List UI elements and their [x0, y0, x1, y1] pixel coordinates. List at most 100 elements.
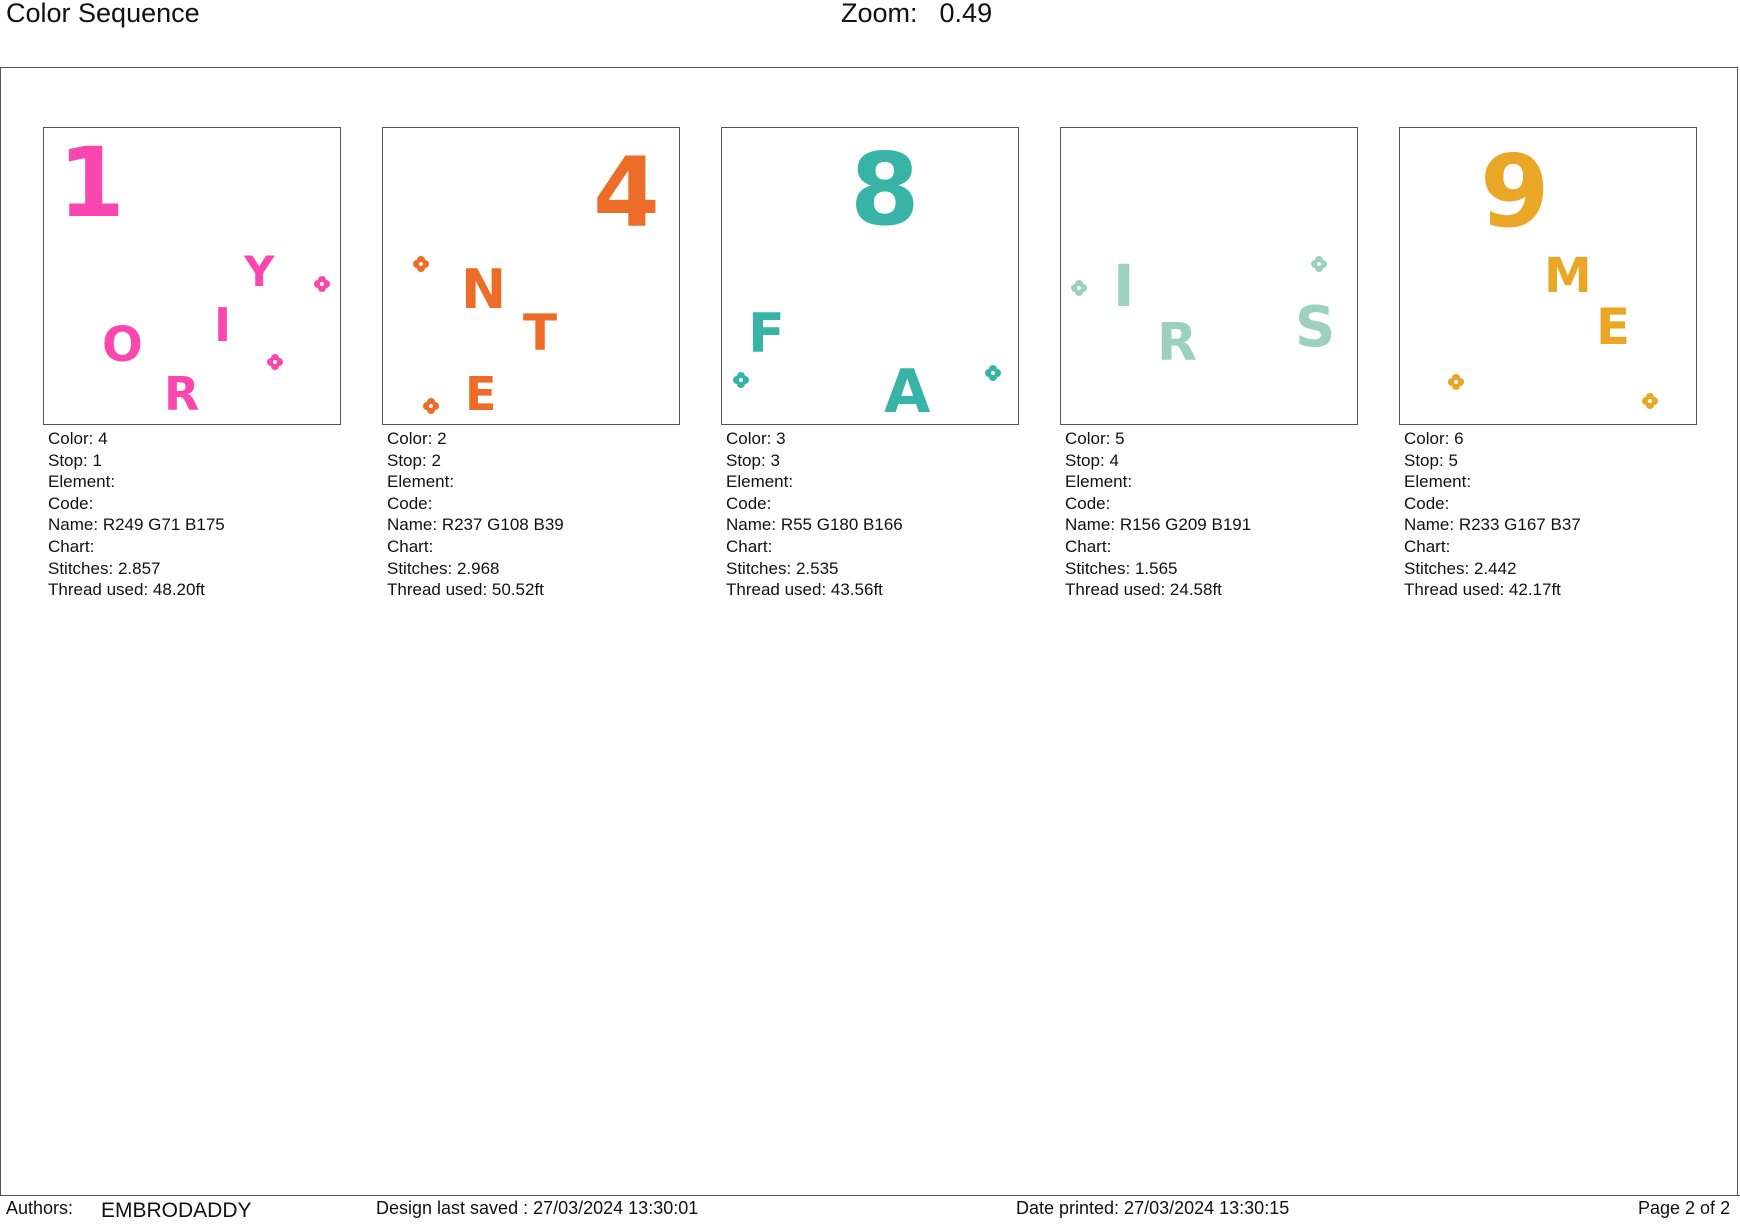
label: Stop: — [387, 450, 427, 470]
thread-info-5: Color: 6 Stop: 5 Element: Code: Name: R2… — [1404, 428, 1697, 601]
glyph: E — [1596, 298, 1630, 356]
preview-art-2: 4 N T E — [413, 137, 660, 421]
preview-art-5: 9 M E — [1448, 133, 1658, 409]
authors-value: EMBRODADDY — [101, 1199, 252, 1222]
thread-name: R156 G209 B191 — [1119, 515, 1252, 535]
preview-art-1: 1 Y O I R — [58, 128, 330, 421]
thread-used: 43.56ft — [830, 580, 883, 600]
label: Chart: — [1065, 536, 1112, 556]
page-frame — [0, 67, 1738, 1195]
color-card-3: 8 F A Color: 3 Stop: 3 Element: Code: Na… — [721, 127, 1019, 601]
glyph: I — [1113, 252, 1135, 320]
label: Color: — [1404, 429, 1450, 448]
stop-number: 2 — [431, 450, 441, 470]
label: Chart: — [387, 536, 434, 556]
label: Color: — [1065, 429, 1111, 448]
label: Thread used: — [387, 580, 488, 600]
color-card-5: 9 M E Color: 6 Stop: 5 Element: Code: Na… — [1399, 127, 1697, 601]
thumbnail-2: 4 N T E — [382, 127, 680, 425]
stitch-count: 2.442 — [1473, 558, 1517, 578]
thread-info-3: Color: 3 Stop: 3 Element: Code: Name: R5… — [726, 428, 1019, 601]
glyph: Y — [243, 247, 275, 296]
label: Chart: — [726, 536, 773, 556]
flower-icon — [985, 365, 1001, 381]
thumbnail-5: 9 M E — [1399, 127, 1697, 425]
authors-label: Authors: — [6, 1198, 74, 1218]
glyph: O — [102, 317, 143, 373]
thread-info-2: Color: 2 Stop: 2 Element: Code: Name: R2… — [387, 428, 680, 601]
stop-number: 1 — [92, 450, 102, 470]
stop-number: 3 — [770, 450, 780, 470]
zoom-label: Zoom: — [841, 0, 918, 28]
thread-name: R249 G71 B175 — [102, 515, 225, 535]
color-number: 3 — [776, 429, 786, 448]
label: Stitches: — [387, 558, 453, 578]
label: Code: — [387, 493, 433, 513]
stop-number: 4 — [1109, 450, 1119, 470]
color-number: 4 — [98, 429, 108, 448]
thread-name: R233 G167 B37 — [1458, 515, 1581, 535]
glyph: 1 — [58, 128, 125, 239]
thread-used: 48.20ft — [152, 580, 205, 600]
glyph: I — [214, 298, 231, 352]
glyph: R — [1157, 313, 1197, 373]
flower-icon — [413, 256, 429, 272]
color-number: 2 — [437, 429, 447, 448]
flower-icon — [1642, 393, 1658, 409]
flower-icon — [267, 354, 283, 370]
thumbnail-3: 8 F A — [721, 127, 1019, 425]
preview-art-4: I R S — [1071, 252, 1335, 373]
stitch-count: 2.968 — [456, 558, 500, 578]
glyph: N — [461, 258, 506, 321]
thread-info-4: Color: 5 Stop: 4 Element: Code: Name: R1… — [1065, 428, 1358, 601]
thread-used: 24.58ft — [1169, 580, 1222, 600]
label: Thread used: — [726, 580, 827, 600]
label: Stitches: — [1065, 558, 1131, 578]
thread-name: R55 G180 B166 — [780, 515, 903, 535]
label: Code: — [48, 493, 94, 513]
page-title: Color Sequence — [6, 0, 200, 28]
label: Stitches: — [726, 558, 792, 578]
label: Thread used: — [1065, 580, 1166, 600]
label: Element: — [48, 472, 116, 492]
glyph: E — [465, 367, 496, 421]
label: Code: — [1065, 493, 1111, 513]
label: Code: — [726, 493, 772, 513]
label: Thread used: — [48, 580, 149, 600]
label: Stop: — [1065, 450, 1105, 470]
glyph: T — [523, 304, 557, 362]
label: Name: — [48, 515, 99, 535]
label: Element: — [387, 472, 455, 492]
thumbnail-4: I R S — [1060, 127, 1358, 425]
preview-art-3: 8 F A — [733, 131, 1001, 424]
glyph: F — [748, 302, 785, 365]
glyph: 4 — [593, 137, 660, 249]
glyph: R — [164, 367, 199, 421]
page-number: Page 2 of 2 — [1638, 1198, 1731, 1218]
label: Stop: — [1404, 450, 1444, 470]
flower-icon — [423, 398, 439, 414]
flower-icon — [314, 276, 330, 292]
thumbnail-1: 1 Y O I R — [43, 127, 341, 425]
label: Chart: — [48, 536, 95, 556]
flower-icon — [1448, 374, 1464, 390]
label: Stop: — [48, 450, 88, 470]
label: Code: — [1404, 493, 1450, 513]
thread-name: R237 G108 B39 — [441, 515, 564, 535]
flower-icon — [1311, 256, 1327, 272]
color-card-4: I R S Color: 5 Stop: 4 Element: Code: Na… — [1060, 127, 1358, 601]
thread-used: 42.17ft — [1508, 580, 1561, 600]
glyph: 9 — [1480, 133, 1550, 250]
stitch-count: 2.857 — [117, 558, 161, 578]
label: Name: — [726, 515, 777, 535]
stop-number: 5 — [1448, 450, 1458, 470]
zoom-value: 0.49 — [939, 0, 993, 28]
label: Name: — [1065, 515, 1116, 535]
color-card-2: 4 N T E Color: 2 Stop: 2 Element: Code: … — [382, 127, 680, 601]
label: Element: — [1065, 472, 1133, 492]
design-saved: Design last saved : 27/03/2024 13:30:01 — [376, 1198, 699, 1218]
date-printed: Date printed: 27/03/2024 13:30:15 — [1016, 1198, 1290, 1218]
color-card-1: 1 Y O I R Color: 4 Stop: 1 Element: Code… — [43, 127, 341, 601]
glyph: S — [1295, 295, 1335, 360]
label: Stop: — [726, 450, 766, 470]
